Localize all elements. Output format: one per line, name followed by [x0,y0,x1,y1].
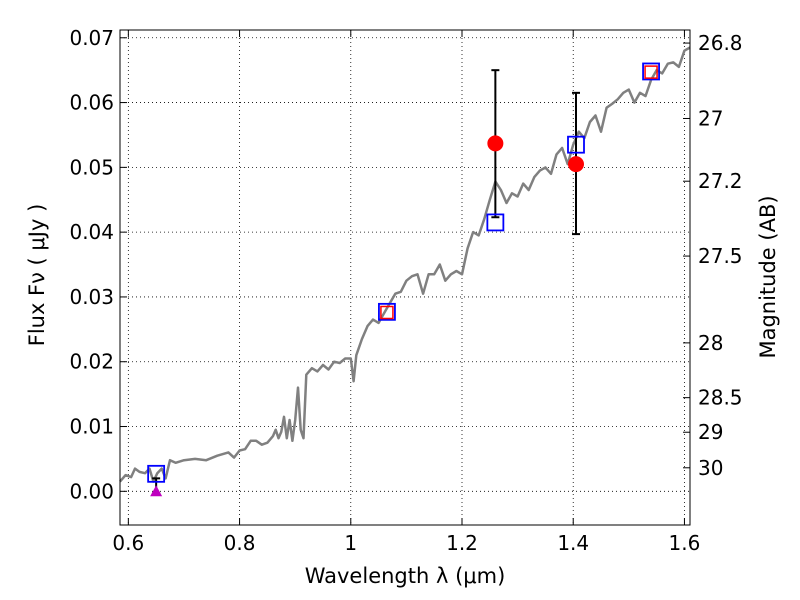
x-tick-label: 1 [344,531,357,555]
x-tick-label: 1.4 [557,531,589,555]
x-tick-label: 1.6 [669,531,701,555]
magnitude-tick-label: 27 [698,106,723,130]
model-photometry-square [567,135,585,154]
y-tick-label: 0.07 [69,26,114,50]
model-spectrum-line [119,46,691,483]
y-tick-label: 0.00 [69,479,114,503]
magnitude-axis-label: Magnitude (AB) [756,195,780,358]
x-tick-label: 0.6 [112,531,144,555]
y-tick-label: 0.03 [69,285,114,309]
y-tick-label: 0.02 [69,350,114,374]
model-photometry-square [486,213,505,232]
model-photometry-square [642,62,660,81]
x-tick-label: 0.8 [224,531,256,555]
y-tick-label: 0.06 [69,91,114,115]
x-axis-label: Wavelength λ (μm) [305,564,506,588]
plot-frame [119,29,691,526]
upper-limit-marker [150,485,163,497]
magnitude-tick-label: 27.5 [698,244,743,268]
magnitude-tick-label: 28.5 [698,386,743,410]
plot-area [119,46,691,497]
axes: 0.6 0.8 1 1.2 1.4 1.6 0.00 0.01 0.02 0.03 0.04 0.05… [69,26,742,555]
magnitude-tick-label: 26.8 [698,31,743,55]
magnitude-tick-label: 27.2 [698,169,743,193]
model-photometry-square [147,464,166,483]
observed-flux-point [568,156,584,173]
y-tick-label: 0.05 [69,155,114,179]
magnitude-tick-label: 29 [698,420,723,444]
y-axis-label: Flux Fν ( μJy ) [25,204,49,347]
magnitude-tick-label: 28 [698,331,723,355]
model-photometry-square [378,302,396,321]
model-photometry-small-square [644,65,658,79]
magnitude-tick-label: 30 [698,456,723,480]
observed-flux-point [487,135,504,152]
y-tick-label: 0.04 [69,220,114,244]
grid [120,30,690,525]
x-tick-label: 1.2 [446,531,478,555]
model-photometry-small-square [380,305,394,320]
y-tick-label: 0.01 [69,415,114,439]
